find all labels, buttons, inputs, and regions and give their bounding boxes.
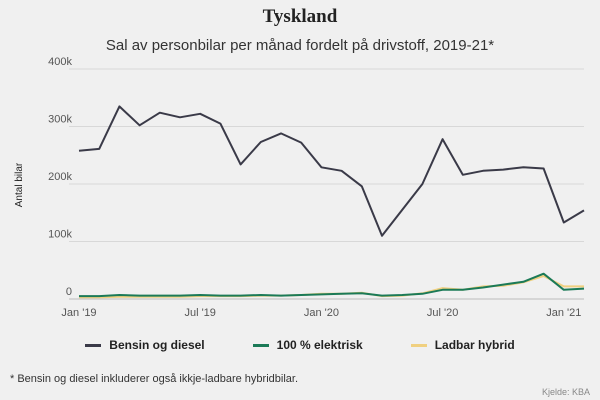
- legend-swatch-elektrisk: [252, 343, 269, 347]
- legend-label-bensin: Bensin og diesel: [109, 338, 205, 352]
- series-lines: [78, 105, 585, 299]
- legend: Bensin og diesel 100 % elektrisk Ladbar …: [0, 338, 600, 352]
- legend-label-hybrid: Ladbar hybrid: [434, 338, 515, 352]
- x-tick-label: Jan '20: [304, 307, 339, 319]
- y-tick-label: 0: [66, 286, 72, 298]
- source-credit: Kjelde: KBA: [541, 387, 590, 397]
- x-tick-label: Jan '19: [61, 307, 96, 319]
- legend-item-hybrid[interactable]: Ladbar hybrid: [410, 338, 515, 352]
- x-tick-label: Jan '21: [546, 307, 581, 319]
- x-tick-label: Jul '19: [184, 307, 215, 319]
- series-line-bensin[interactable]: [78, 105, 585, 237]
- x-tick-labels: Jan '19 Jul '19 Jan '20 Jul '20 Jan '21: [61, 307, 581, 319]
- chart-title: Tyskland: [262, 6, 338, 27]
- y-axis-label: Antal bilar: [14, 162, 25, 207]
- legend-item-elektrisk[interactable]: 100 % elektrisk: [252, 338, 363, 352]
- grid-lines: [69, 68, 584, 300]
- y-tick-label: 400k: [48, 56, 72, 68]
- x-tick-label: Jul '20: [427, 307, 458, 319]
- series-line-elektrisk[interactable]: [79, 272, 585, 298]
- footnote: * Bensin og diesel inkluderer også ikkje…: [10, 373, 298, 385]
- legend-swatch-bensin: [85, 343, 102, 347]
- legend-swatch-hybrid: [410, 343, 427, 347]
- y-tick-label: 200k: [48, 171, 72, 183]
- legend-item-bensin[interactable]: Bensin og diesel: [85, 338, 205, 352]
- y-tick-labels: 0 100k 200k 300k 400k: [48, 56, 72, 298]
- chart-subtitle: Sal av personbilar per månad fordelt på …: [105, 37, 495, 54]
- y-tick-label: 300k: [48, 114, 72, 126]
- legend-label-elektrisk: 100 % elektrisk: [276, 338, 363, 352]
- y-tick-label: 100k: [48, 229, 72, 241]
